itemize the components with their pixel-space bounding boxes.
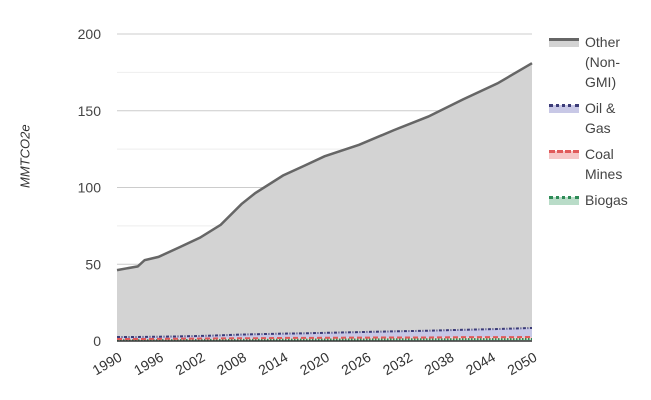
svg-text:2002: 2002 (173, 349, 208, 379)
svg-text:150: 150 (78, 103, 102, 119)
legend-item-other[interactable]: Other (Non-GMI) (549, 32, 649, 92)
svg-text:2038: 2038 (422, 349, 457, 379)
legend-swatch-biogas-icon (549, 193, 579, 205)
y-axis-ticks: 0 50 100 150 200 (78, 26, 102, 349)
legend-swatch-oil-gas-icon (549, 101, 579, 113)
svg-text:100: 100 (78, 180, 102, 196)
legend-item-oil-gas[interactable]: Oil & Gas (549, 98, 649, 138)
stacked-areas (117, 63, 532, 341)
y-axis-label: MMTCO2e (17, 124, 33, 188)
x-axis-ticks: 1990 1996 2002 2008 2014 2020 2026 2032 2038 2044… (90, 349, 540, 379)
svg-text:0: 0 (93, 333, 101, 349)
legend-item-biogas[interactable]: Biogas (549, 190, 649, 210)
svg-text:2014: 2014 (256, 349, 291, 379)
svg-text:200: 200 (78, 26, 102, 42)
series-lines (116, 62, 533, 342)
svg-text:1990: 1990 (90, 349, 125, 379)
svg-text:2008: 2008 (214, 349, 249, 379)
legend: Other (Non-GMI) Oil & Gas Coal Mines Bio… (549, 32, 649, 216)
legend-label: Coal Mines (585, 146, 623, 182)
svg-text:1996: 1996 (131, 349, 166, 379)
legend-swatch-other-icon (549, 35, 579, 47)
svg-text:2050: 2050 (505, 349, 540, 379)
legend-swatch-coal-mines-icon (549, 147, 579, 159)
legend-label: Other (Non-GMI) (585, 34, 621, 90)
legend-item-coal-mines[interactable]: Coal Mines (549, 144, 649, 184)
svg-text:2032: 2032 (380, 349, 415, 379)
svg-text:50: 50 (85, 256, 101, 272)
legend-label: Biogas (585, 192, 628, 208)
svg-text:2020: 2020 (297, 349, 332, 379)
svg-text:2026: 2026 (339, 349, 374, 379)
legend-label: Oil & Gas (585, 100, 616, 136)
svg-text:2044: 2044 (463, 349, 498, 379)
